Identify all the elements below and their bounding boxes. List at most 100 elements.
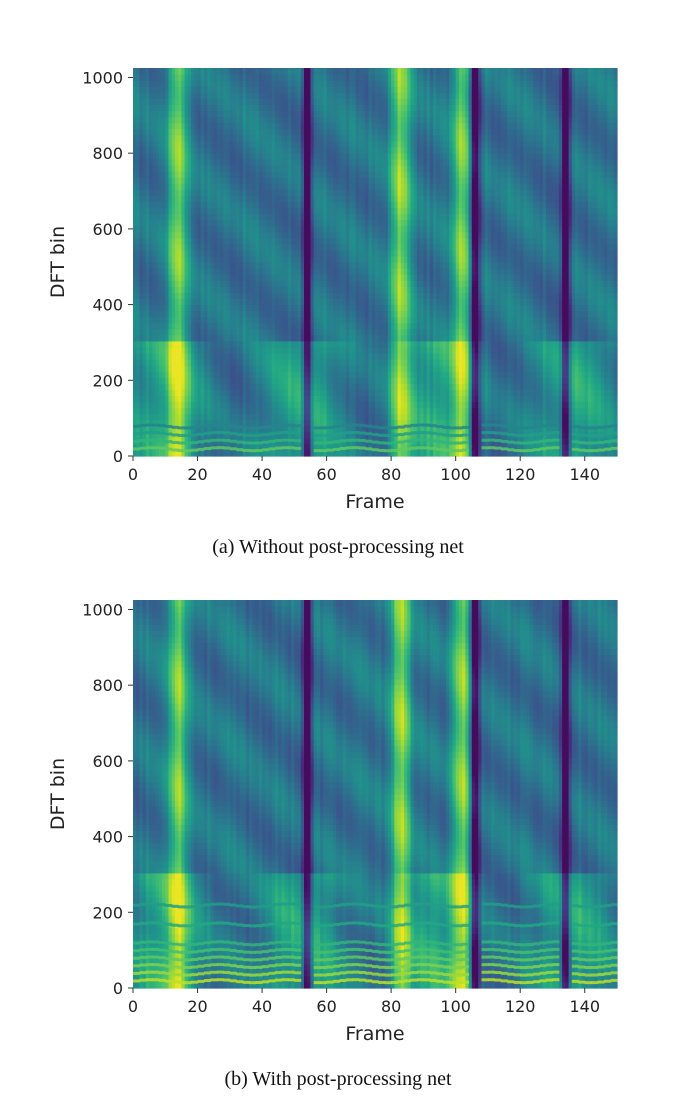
heatmap-cell — [220, 140, 224, 148]
heatmap-cell — [355, 346, 360, 354]
heatmap-cell — [284, 207, 289, 215]
heatmap-cell — [158, 110, 163, 118]
heatmap-cell — [384, 437, 389, 445]
heatmap-cell — [158, 171, 163, 178]
heatmap-cell — [339, 189, 344, 196]
heatmap-cell — [216, 74, 221, 81]
heatmap-cell — [339, 122, 344, 130]
heatmap-cell — [274, 116, 279, 124]
heatmap-cell — [139, 231, 144, 239]
heatmap-cell — [320, 346, 324, 354]
heatmap-cell — [136, 249, 141, 257]
heatmap-cell — [294, 262, 299, 269]
heatmap-cell — [252, 413, 257, 421]
heatmap-cell — [149, 146, 153, 154]
heatmap-cell — [371, 262, 376, 269]
heatmap-cell — [155, 195, 160, 202]
heatmap-cell — [239, 237, 244, 245]
heatmap-cell — [155, 292, 160, 299]
heatmap-cell — [300, 225, 305, 233]
heatmap-cell — [245, 346, 250, 354]
heatmap-cell — [216, 116, 221, 124]
heatmap-cell — [336, 183, 341, 190]
heatmap-cell — [239, 189, 244, 196]
heatmap-cell — [342, 249, 347, 257]
heatmap-cell — [368, 243, 373, 251]
heatmap-cell — [252, 407, 257, 415]
heatmap-cell — [358, 255, 363, 263]
heatmap-cell — [310, 104, 315, 112]
heatmap-cell — [365, 74, 370, 81]
heatmap-cell — [139, 177, 144, 184]
heatmap-cell — [358, 310, 363, 318]
heatmap-cell — [287, 231, 292, 239]
heatmap-cell — [194, 286, 199, 293]
heatmap-cell — [152, 340, 157, 348]
heatmap-cell — [187, 171, 192, 178]
heatmap-cell — [139, 340, 144, 348]
heatmap-cell — [365, 359, 370, 366]
heatmap-cell — [233, 449, 237, 457]
heatmap-cell — [371, 316, 376, 324]
heatmap-cell — [381, 195, 386, 202]
heatmap-cell — [342, 140, 347, 148]
heatmap-cell — [226, 213, 231, 221]
heatmap-cell — [216, 128, 221, 136]
heatmap-cell — [142, 158, 147, 166]
heatmap-cell — [375, 92, 379, 99]
heatmap-cell — [194, 419, 199, 427]
heatmap-cell — [355, 328, 360, 336]
heatmap-cell — [281, 213, 286, 221]
heatmap-cell — [304, 292, 308, 299]
heatmap-cell — [242, 334, 247, 342]
heatmap-cell — [284, 262, 289, 269]
heatmap-cell — [258, 98, 263, 105]
heatmap-cell — [345, 165, 350, 172]
heatmap-cell — [262, 316, 266, 324]
heatmap-cell — [371, 322, 376, 330]
heatmap-cell — [287, 110, 292, 118]
heatmap-cell — [365, 286, 370, 293]
heatmap-cell — [274, 213, 279, 221]
heatmap-cell — [142, 359, 147, 366]
heatmap-cell — [323, 249, 328, 257]
heatmap-cell — [326, 134, 331, 142]
heatmap-cell — [262, 298, 266, 306]
heatmap-cell — [203, 122, 208, 130]
heatmap-cell — [294, 371, 299, 378]
heatmap-cell — [223, 304, 228, 312]
heatmap-cell — [304, 310, 308, 318]
heatmap-cell — [355, 219, 360, 227]
heatmap-cell — [220, 249, 224, 257]
heatmap-cell — [133, 274, 137, 281]
heatmap-cell — [226, 449, 231, 457]
heatmap-cell — [213, 340, 218, 348]
heatmap-cell — [245, 116, 250, 124]
heatmap-cell — [365, 322, 370, 330]
heatmap-cell — [284, 80, 289, 87]
heatmap-cell — [233, 183, 237, 190]
heatmap-cell — [136, 316, 141, 324]
heatmap-cell — [362, 389, 366, 396]
heatmap-cell — [336, 340, 341, 348]
heatmap-cell — [300, 280, 305, 287]
heatmap-cell — [252, 365, 257, 372]
heatmap-cell — [139, 419, 144, 427]
heatmap-cell — [174, 213, 179, 221]
heatmap-cell — [149, 116, 153, 124]
heatmap-cell — [339, 395, 344, 403]
heatmap-cell — [381, 68, 386, 75]
heatmap-cell — [384, 443, 389, 451]
heatmap-cell — [352, 371, 357, 378]
heatmap-cell — [300, 377, 305, 384]
heatmap-cell — [236, 401, 241, 409]
heatmap-cell — [262, 183, 266, 190]
heatmap-cell — [320, 449, 324, 457]
heatmap-cell — [323, 449, 328, 457]
heatmap-cell — [226, 116, 231, 124]
heatmap-cell — [268, 443, 273, 451]
heatmap-cell — [329, 86, 334, 93]
heatmap-cell — [174, 292, 179, 299]
heatmap-cell — [133, 316, 137, 324]
heatmap-cell — [236, 413, 241, 421]
